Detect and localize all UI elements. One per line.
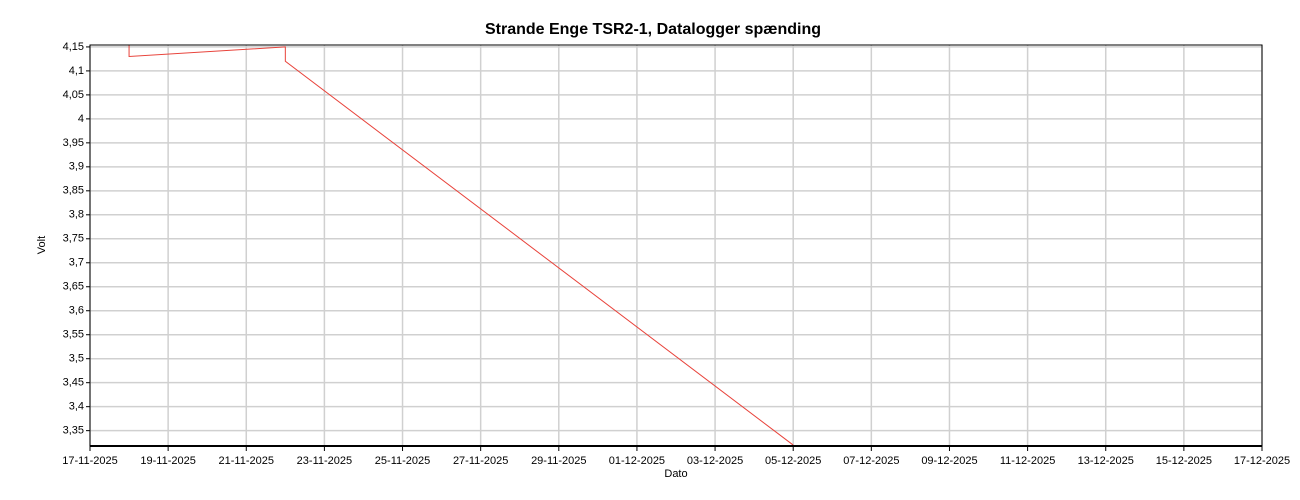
series-line [128,45,794,446]
y-tick-label: 3,55 [63,329,84,341]
y-tick-label: 3,65 [63,281,84,293]
y-tick-label: 3,6 [69,305,84,317]
y-tick-label: 4 [78,113,84,125]
x-tick-label: 27-11-2025 [453,455,508,467]
x-tick-label: 01-12-2025 [609,455,665,467]
x-tick-label: 17-11-2025 [62,455,117,467]
plot-area [90,45,1262,446]
y-tick-label: 3,9 [69,161,84,173]
x-tick-label: 17-12-2025 [1234,455,1290,467]
x-tick-label: 13-12-2025 [1078,455,1134,467]
chart-title: Strande Enge TSR2-1, Datalogger spænding [485,21,821,38]
y-tick-label: 3,45 [63,377,84,389]
y-tick-label: 3,95 [63,137,84,149]
x-tick-label: 25-11-2025 [375,455,430,467]
x-tick-label: 15-12-2025 [1156,455,1212,467]
x-tick-label: 23-11-2025 [297,455,352,467]
x-tick-label: 19-11-2025 [140,455,195,467]
x-axis-title: Dato [664,468,687,480]
x-tick-label: 05-12-2025 [765,455,821,467]
y-tick-label: 3,8 [69,209,84,221]
y-tick-label: 3,35 [63,425,84,437]
x-tick-label: 21-11-2025 [219,455,274,467]
x-tick-label: 07-12-2025 [843,455,899,467]
y-tick-label: 3,5 [69,353,84,365]
y-tick-label: 3,7 [69,257,84,269]
x-tick-label: 09-12-2025 [921,455,977,467]
y-tick-label: 4,1 [69,65,84,77]
y-tick-label: 3,75 [63,233,84,245]
grid [89,45,1263,446]
y-tick-label: 3,85 [63,185,84,197]
y-tick-label: 4,05 [63,89,84,101]
y-tick-label: 4,15 [63,41,84,53]
y-axis-title: Volt [36,236,48,254]
series [128,45,794,446]
x-tick-label: 11-12-2025 [1000,455,1055,467]
x-tick-label: 03-12-2025 [687,455,743,467]
x-tick-label: 29-11-2025 [531,455,586,467]
y-tick-label: 3,4 [69,401,84,413]
